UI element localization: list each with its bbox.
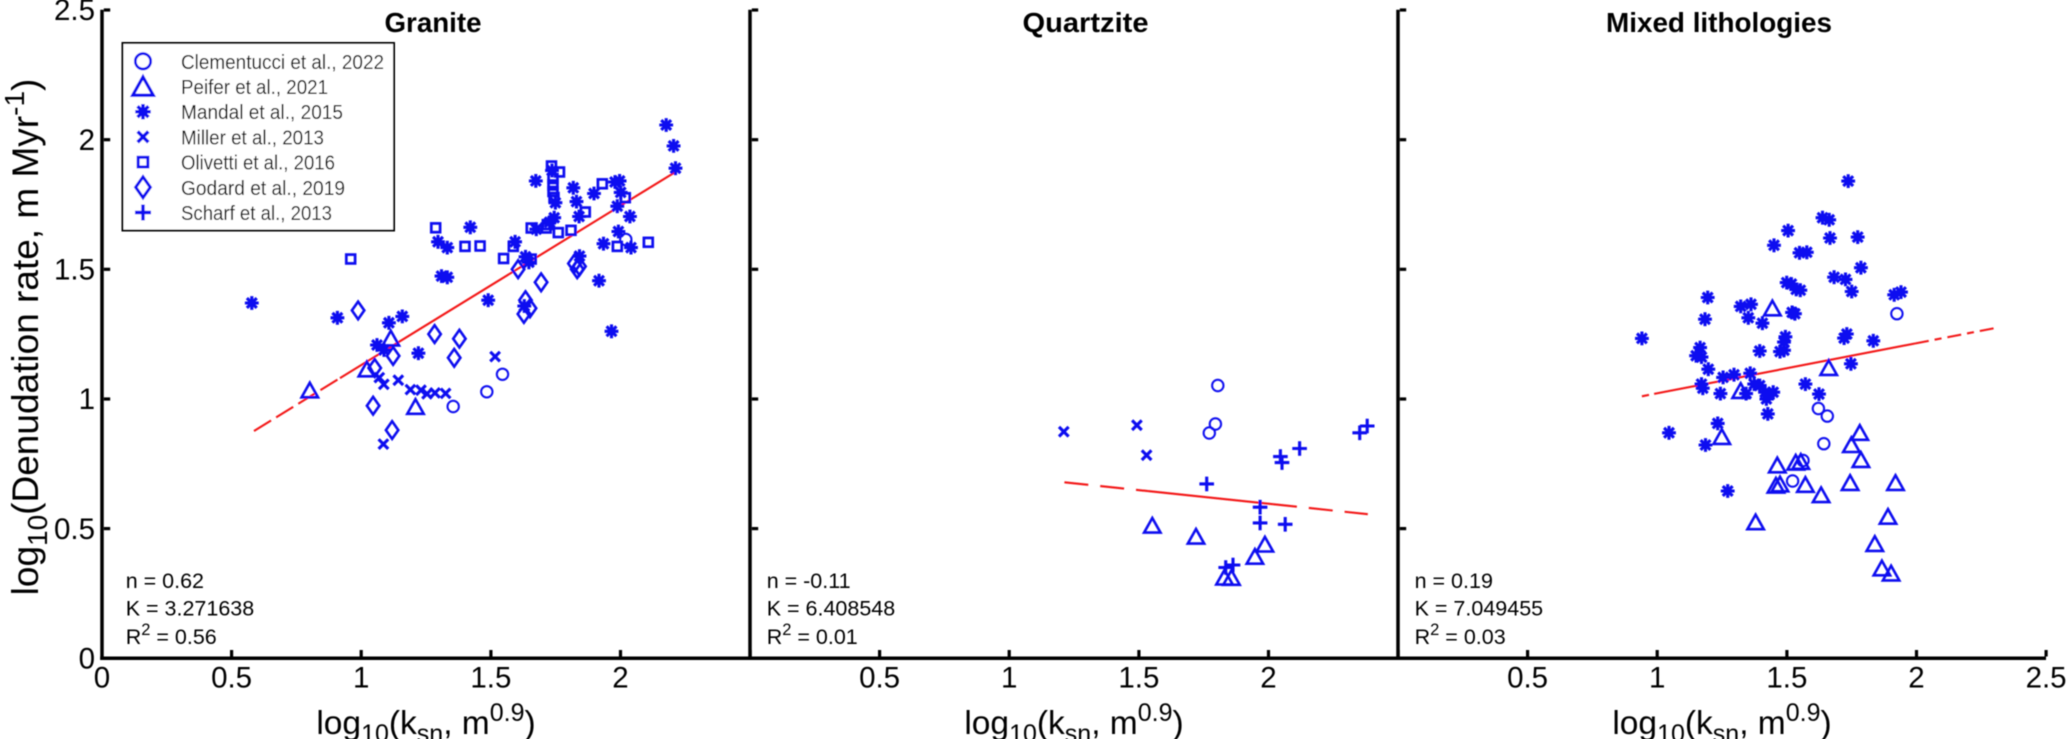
svg-text:R2 = 0.03: R2 = 0.03 xyxy=(1415,621,1506,649)
svg-text:1.5: 1.5 xyxy=(1766,662,1807,695)
svg-text:R2 = 0.56: R2 = 0.56 xyxy=(126,621,217,649)
svg-text:Godard et al., 2019: Godard et al., 2019 xyxy=(181,177,345,200)
svg-text:K = 7.049455: K = 7.049455 xyxy=(1415,597,1544,621)
svg-text:1: 1 xyxy=(353,662,369,695)
svg-text:Quartzite: Quartzite xyxy=(1023,7,1149,38)
svg-text:Olivetti et al., 2016: Olivetti et al., 2016 xyxy=(181,152,335,175)
svg-text:n = 0.62: n = 0.62 xyxy=(126,569,204,593)
svg-text:1.5: 1.5 xyxy=(470,662,511,695)
svg-text:2.5: 2.5 xyxy=(2026,662,2067,695)
svg-text:0.5: 0.5 xyxy=(1507,662,1548,695)
svg-text:Mandal et al., 2015: Mandal et al., 2015 xyxy=(181,101,343,124)
svg-text:0: 0 xyxy=(94,662,110,695)
svg-text:0: 0 xyxy=(79,643,95,676)
svg-text:2.5: 2.5 xyxy=(54,0,95,27)
svg-text:n = -0.11: n = -0.11 xyxy=(767,569,851,593)
svg-text:2: 2 xyxy=(79,124,95,157)
svg-text:2: 2 xyxy=(1908,662,1924,695)
svg-text:K = 3.271638: K = 3.271638 xyxy=(126,597,255,621)
svg-text:Miller et al., 2013: Miller et al., 2013 xyxy=(181,126,324,149)
svg-text:n = 0.19: n = 0.19 xyxy=(1415,569,1493,593)
svg-text:2: 2 xyxy=(612,662,628,695)
svg-text:Clementucci et al., 2022: Clementucci et al., 2022 xyxy=(181,51,384,74)
svg-text:1: 1 xyxy=(1001,662,1017,695)
svg-text:Peifer et al., 2021: Peifer et al., 2021 xyxy=(181,76,328,99)
svg-text:0.5: 0.5 xyxy=(859,662,900,695)
svg-text:1.5: 1.5 xyxy=(54,254,95,287)
svg-text:log10(Denudation rate, m Myr-1: log10(Denudation rate, m Myr-1) xyxy=(0,79,53,596)
svg-text:1.5: 1.5 xyxy=(1118,662,1159,695)
svg-text:1: 1 xyxy=(1649,662,1665,695)
svg-text:2: 2 xyxy=(1260,662,1276,695)
svg-text:R2 = 0.01: R2 = 0.01 xyxy=(767,621,858,649)
svg-text:0.5: 0.5 xyxy=(211,662,252,695)
svg-text:0.5: 0.5 xyxy=(54,513,95,546)
svg-text:K = 6.408548: K = 6.408548 xyxy=(767,597,896,621)
svg-text:Scharf et al., 2013: Scharf et al., 2013 xyxy=(181,202,332,225)
svg-text:Granite: Granite xyxy=(385,7,482,38)
svg-text:Mixed lithologies: Mixed lithologies xyxy=(1606,7,1832,38)
svg-text:1: 1 xyxy=(79,383,95,416)
